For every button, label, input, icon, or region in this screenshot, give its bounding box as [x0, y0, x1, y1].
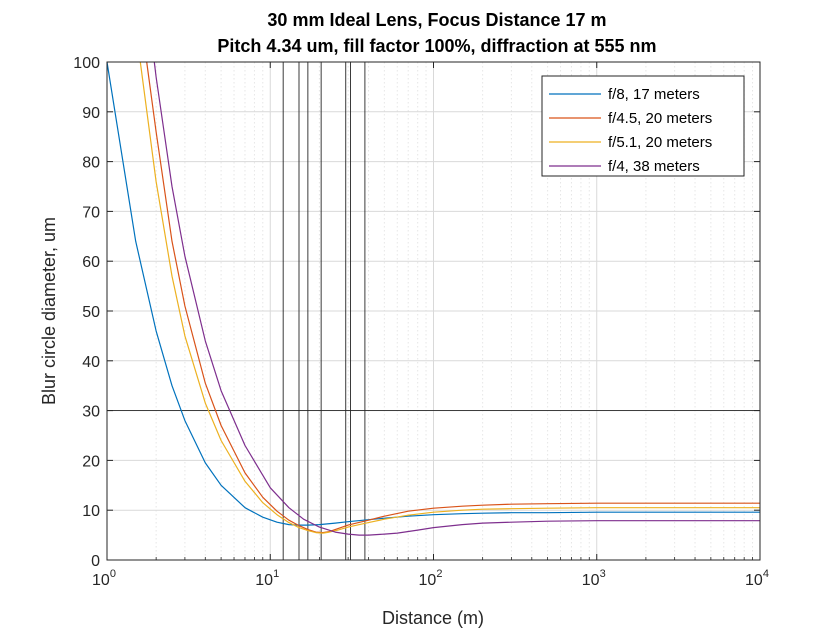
series-line-1: [106, 61, 760, 526]
series-line-4: [153, 61, 760, 536]
x-tick-label: 104: [745, 568, 769, 589]
legend-label-2: f/4.5, 20 meters: [608, 110, 712, 127]
y-tick-label: 60: [82, 254, 100, 271]
x-tick-label: 102: [419, 568, 443, 589]
y-tick-label: 10: [82, 503, 100, 520]
y-tick-label: 0: [91, 553, 100, 570]
chart-title-line-1: 30 mm Ideal Lens, Focus Distance 17 m: [267, 10, 606, 30]
y-tick-label: 20: [82, 453, 100, 470]
y-tick-label: 90: [82, 105, 100, 122]
legend-label-1: f/8, 17 meters: [608, 86, 700, 103]
y-axis-label: Blur circle diameter, um: [39, 217, 59, 405]
y-tick-label: 100: [73, 55, 100, 72]
legend-label-3: f/5.1, 20 meters: [608, 134, 712, 151]
x-axis-label: Distance (m): [382, 608, 484, 628]
y-tick-label: 80: [82, 155, 100, 172]
y-tick-label: 50: [82, 304, 100, 321]
reference-lines: [107, 62, 760, 560]
series-lines: [106, 61, 760, 536]
legend: f/8, 17 meters f/4.5, 20 meters f/5.1, 20 …: [541, 75, 745, 177]
y-tick-label: 70: [82, 204, 100, 221]
y-tick-label: 40: [82, 354, 100, 371]
x-tick-label: 103: [582, 568, 606, 589]
legend-box: [541, 75, 745, 177]
x-tick-label: 100: [92, 568, 116, 589]
y-tick-label: 30: [82, 404, 100, 421]
series-line-3: [139, 61, 760, 534]
x-tick-label: 101: [255, 568, 279, 589]
axis-ticks: 100 101 102 103 104 0 10 20 30 40 50 60 70 80 90 100: [73, 55, 769, 589]
legend-label-4: f/4, 38 meters: [608, 158, 700, 175]
chart-title-line-2: Pitch 4.34 um, fill factor 100%, diffrac…: [217, 36, 656, 56]
